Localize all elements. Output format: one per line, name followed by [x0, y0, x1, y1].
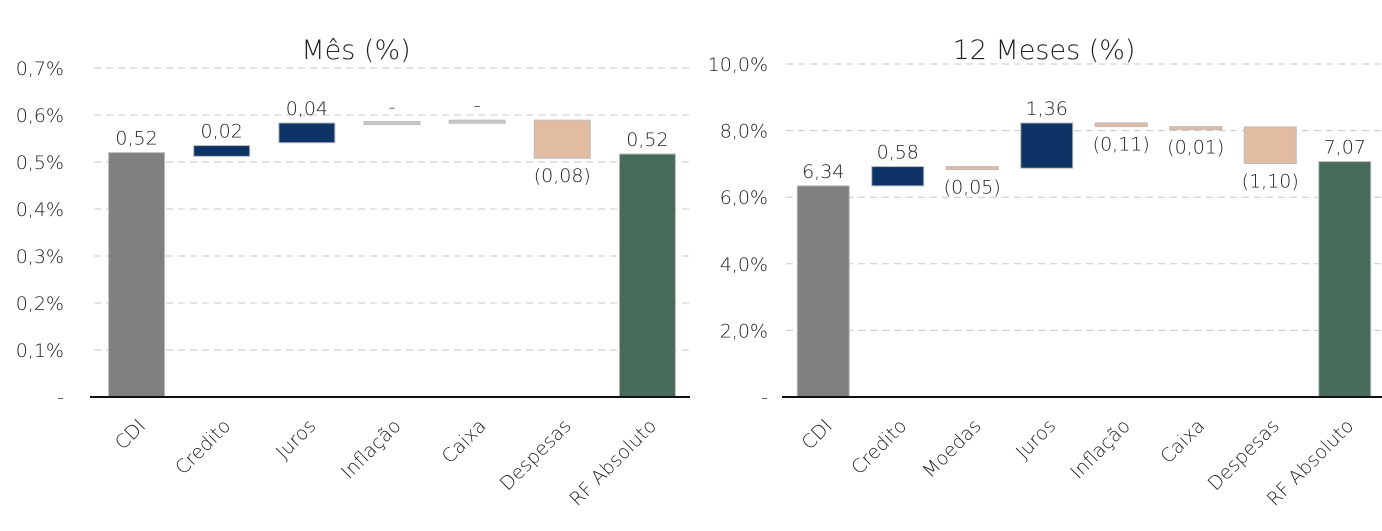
bar-credito	[193, 145, 251, 157]
data-label: 6,34	[802, 161, 844, 183]
data-label: 0,04	[286, 98, 328, 120]
bar-rf-absoluto	[1318, 161, 1372, 398]
y-tick-labels: - 0,1% 0,2% 0,3% 0,4% 0,5% 0,6% 0,7%	[16, 58, 64, 409]
y-tick-label: 0,5%	[16, 152, 64, 174]
x-category-label: Inflação	[1066, 415, 1135, 484]
bar-cdi	[796, 185, 850, 398]
data-label: 0,52	[626, 129, 668, 151]
bar-despesas	[533, 119, 591, 159]
y-tick-label: 0,3%	[16, 246, 64, 268]
bar-caixa	[448, 119, 506, 124]
y-tick-label: -	[57, 387, 64, 409]
bar-credito	[871, 166, 925, 187]
data-label: -	[474, 95, 481, 117]
data-label: -	[389, 97, 396, 119]
y-tick-label: -	[761, 387, 768, 409]
x-category-label: CDI	[798, 415, 837, 454]
data-labels: 6,34 0,58 (0,05) 1,36 (0,11) (0,01) (1,10) 7,07	[802, 98, 1366, 199]
month-chart-title: Mês (%)	[301, 35, 410, 66]
bar-caixa	[1169, 126, 1223, 131]
y-tick-label: 8,0%	[720, 121, 768, 143]
x-category-label: Despesas	[1204, 415, 1284, 495]
x-category-label: Caixa	[1156, 415, 1209, 468]
data-label: 1,36	[1026, 98, 1068, 120]
data-label: (0,01)	[1167, 137, 1224, 159]
y-tick-label: 0,1%	[16, 340, 64, 362]
bar-despesas	[1243, 126, 1297, 165]
y-tick-label: 2,0%	[720, 320, 768, 342]
y-tick-label: 0,2%	[16, 293, 64, 315]
bar-juros	[1020, 122, 1074, 169]
x-category-label: CDI	[111, 415, 150, 454]
data-label: 0,58	[877, 142, 919, 164]
bars	[108, 119, 676, 398]
bar-infla-o	[1094, 122, 1148, 128]
bars	[796, 122, 1372, 398]
x-category-labels: CDI Credito Moedas Juros Inflação CaixaDespes…	[798, 415, 1359, 511]
x-category-label: Credito	[171, 415, 235, 479]
year-waterfall-chart: 12 Meses (%) - 2,0% 4,0% 6,0% 8,0% 10,0% 6,34 0…	[690, 0, 1382, 527]
x-category-label: Caixa	[438, 415, 491, 468]
y-tick-label: 4,0%	[720, 254, 768, 276]
y-gridlines	[786, 63, 1382, 331]
y-tick-label: 0,7%	[16, 58, 64, 80]
month-chart-svg: Mês (%) - 0,1% 0,2% 0,3% 0,4% 0,5% 0,6% 0,7% 0,5…	[16, 35, 690, 511]
x-category-label: RF Absoluto	[565, 415, 661, 511]
year-chart-svg: 12 Meses (%) - 2,0% 4,0% 6,0% 8,0% 10,0% 6,34 0…	[708, 35, 1382, 511]
year-chart-title: 12 Meses (%)	[953, 35, 1136, 66]
y-gridlines	[94, 67, 690, 351]
y-tick-label: 0,6%	[16, 105, 64, 127]
data-label: (0,11)	[1093, 134, 1150, 156]
x-category-label: Credito	[847, 415, 911, 479]
data-label: 0,02	[201, 121, 243, 143]
x-category-label: Juros	[1012, 415, 1060, 463]
data-label: (0,05)	[944, 177, 1001, 199]
month-waterfall-chart: Mês (%) - 0,1% 0,2% 0,3% 0,4% 0,5% 0,6% 0,7% 0,5…	[0, 0, 690, 527]
y-tick-labels: - 2,0% 4,0% 6,0% 8,0% 10,0%	[708, 54, 768, 409]
x-category-label: Inflação	[337, 415, 406, 484]
bar-infla-o	[363, 121, 421, 126]
bar-rf-absoluto	[618, 153, 676, 398]
y-tick-label: 0,4%	[16, 199, 64, 221]
bar-cdi	[108, 152, 166, 398]
y-tick-label: 6,0%	[720, 187, 768, 209]
x-category-label: Despesas	[496, 415, 576, 495]
data-labels: 0,52 0,02 0,04 - - (0,08) 0,52	[115, 95, 668, 187]
data-label: 0,52	[115, 128, 157, 150]
data-label: (1,10)	[1242, 171, 1299, 193]
x-category-label: Juros	[272, 415, 320, 463]
x-category-label: Moedas	[918, 415, 985, 482]
data-label: 7,07	[1324, 137, 1366, 159]
data-label: (0,08)	[534, 165, 591, 187]
bar-juros	[278, 122, 336, 144]
y-tick-label: 10,0%	[708, 54, 768, 76]
bar-moedas	[945, 166, 999, 171]
